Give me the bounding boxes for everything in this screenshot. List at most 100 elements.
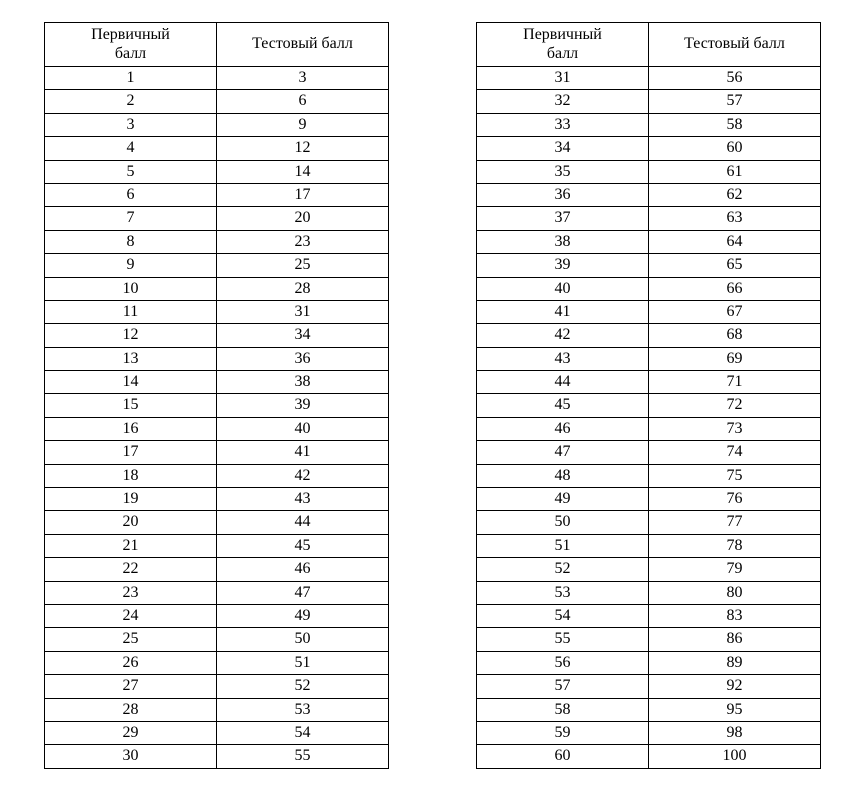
table-row: 1842 (45, 464, 389, 487)
table-row: 514 (45, 160, 389, 183)
cell-test-score: 3 (217, 67, 389, 90)
table-row: 5178 (477, 534, 821, 557)
cell-test-score: 43 (217, 488, 389, 511)
cell-test-score: 46 (217, 558, 389, 581)
cell-primary-score: 47 (477, 441, 649, 464)
table-body-right: 3156325733583460356136623763386439654066… (477, 67, 821, 769)
cell-primary-score: 13 (45, 347, 217, 370)
cell-primary-score: 23 (45, 581, 217, 604)
cell-primary-score: 39 (477, 254, 649, 277)
cell-primary-score: 26 (45, 651, 217, 674)
table-row: 4369 (477, 347, 821, 370)
cell-primary-score: 50 (477, 511, 649, 534)
cell-test-score: 39 (217, 394, 389, 417)
cell-test-score: 69 (649, 347, 821, 370)
table-row: 3156 (477, 67, 821, 90)
cell-primary-score: 53 (477, 581, 649, 604)
cell-primary-score: 11 (45, 300, 217, 323)
cell-primary-score: 10 (45, 277, 217, 300)
cell-test-score: 41 (217, 441, 389, 464)
cell-primary-score: 51 (477, 534, 649, 557)
table-row: 39 (45, 113, 389, 136)
cell-test-score: 80 (649, 581, 821, 604)
cell-test-score: 79 (649, 558, 821, 581)
cell-test-score: 44 (217, 511, 389, 534)
table-row: 3055 (45, 745, 389, 768)
cell-test-score: 60 (649, 137, 821, 160)
cell-primary-score: 42 (477, 324, 649, 347)
cell-primary-score: 57 (477, 675, 649, 698)
cell-primary-score: 46 (477, 417, 649, 440)
cell-primary-score: 16 (45, 417, 217, 440)
cell-primary-score: 4 (45, 137, 217, 160)
table-row: 4471 (477, 371, 821, 394)
cell-primary-score: 38 (477, 230, 649, 253)
cell-test-score: 9 (217, 113, 389, 136)
cell-primary-score: 25 (45, 628, 217, 651)
cell-primary-score: 54 (477, 604, 649, 627)
table-row: 4875 (477, 464, 821, 487)
table-row: 2853 (45, 698, 389, 721)
cell-test-score: 38 (217, 371, 389, 394)
cell-test-score: 77 (649, 511, 821, 534)
cell-primary-score: 58 (477, 698, 649, 721)
cell-test-score: 68 (649, 324, 821, 347)
header-test-score: Тестовый балл (649, 23, 821, 67)
table-row: 2651 (45, 651, 389, 674)
header-primary-score: Первичный балл (45, 23, 217, 67)
cell-test-score: 47 (217, 581, 389, 604)
cell-test-score: 67 (649, 300, 821, 323)
cell-primary-score: 41 (477, 300, 649, 323)
table-row: 5689 (477, 651, 821, 674)
cell-primary-score: 24 (45, 604, 217, 627)
table-row: 4976 (477, 488, 821, 511)
table-row: 1028 (45, 277, 389, 300)
cell-test-score: 52 (217, 675, 389, 698)
table-row: 2044 (45, 511, 389, 534)
table-row: 2954 (45, 721, 389, 744)
cell-primary-score: 21 (45, 534, 217, 557)
cell-test-score: 58 (649, 113, 821, 136)
cell-primary-score: 34 (477, 137, 649, 160)
header-primary-score: Первичный балл (477, 23, 649, 67)
cell-test-score: 25 (217, 254, 389, 277)
cell-test-score: 23 (217, 230, 389, 253)
cell-test-score: 78 (649, 534, 821, 557)
table-header-row: Первичный балл Тестовый балл (477, 23, 821, 67)
cell-test-score: 72 (649, 394, 821, 417)
cell-test-score: 34 (217, 324, 389, 347)
table-row: 720 (45, 207, 389, 230)
cell-test-score: 64 (649, 230, 821, 253)
cell-test-score: 65 (649, 254, 821, 277)
cell-primary-score: 31 (477, 67, 649, 90)
table-row: 60100 (477, 745, 821, 768)
cell-primary-score: 32 (477, 90, 649, 113)
table-row: 1539 (45, 394, 389, 417)
table-row: 4673 (477, 417, 821, 440)
table-header-row: Первичный балл Тестовый балл (45, 23, 389, 67)
cell-primary-score: 35 (477, 160, 649, 183)
cell-primary-score: 43 (477, 347, 649, 370)
header-primary-line-2: балл (49, 45, 212, 63)
table-row: 4572 (477, 394, 821, 417)
cell-primary-score: 6 (45, 183, 217, 206)
cell-test-score: 86 (649, 628, 821, 651)
cell-test-score: 74 (649, 441, 821, 464)
cell-test-score: 71 (649, 371, 821, 394)
cell-primary-score: 59 (477, 721, 649, 744)
table-row: 3662 (477, 183, 821, 206)
score-table-right: Первичный балл Тестовый балл 315632 57 335… (476, 22, 821, 769)
cell-test-score: 36 (217, 347, 389, 370)
header-test-score: Тестовый балл (217, 23, 389, 67)
cell-primary-score: 2 (45, 90, 217, 113)
table-row: 5380 (477, 581, 821, 604)
table-row: 5483 (477, 604, 821, 627)
score-table-left: Первичный балл Тестовый балл 13263941251… (44, 22, 389, 769)
cell-test-score: 73 (649, 417, 821, 440)
cell-primary-score: 52 (477, 558, 649, 581)
table-row: 1438 (45, 371, 389, 394)
cell-test-score: 45 (217, 534, 389, 557)
table-row: 3358 (477, 113, 821, 136)
cell-test-score: 54 (217, 721, 389, 744)
table-row: 1131 (45, 300, 389, 323)
